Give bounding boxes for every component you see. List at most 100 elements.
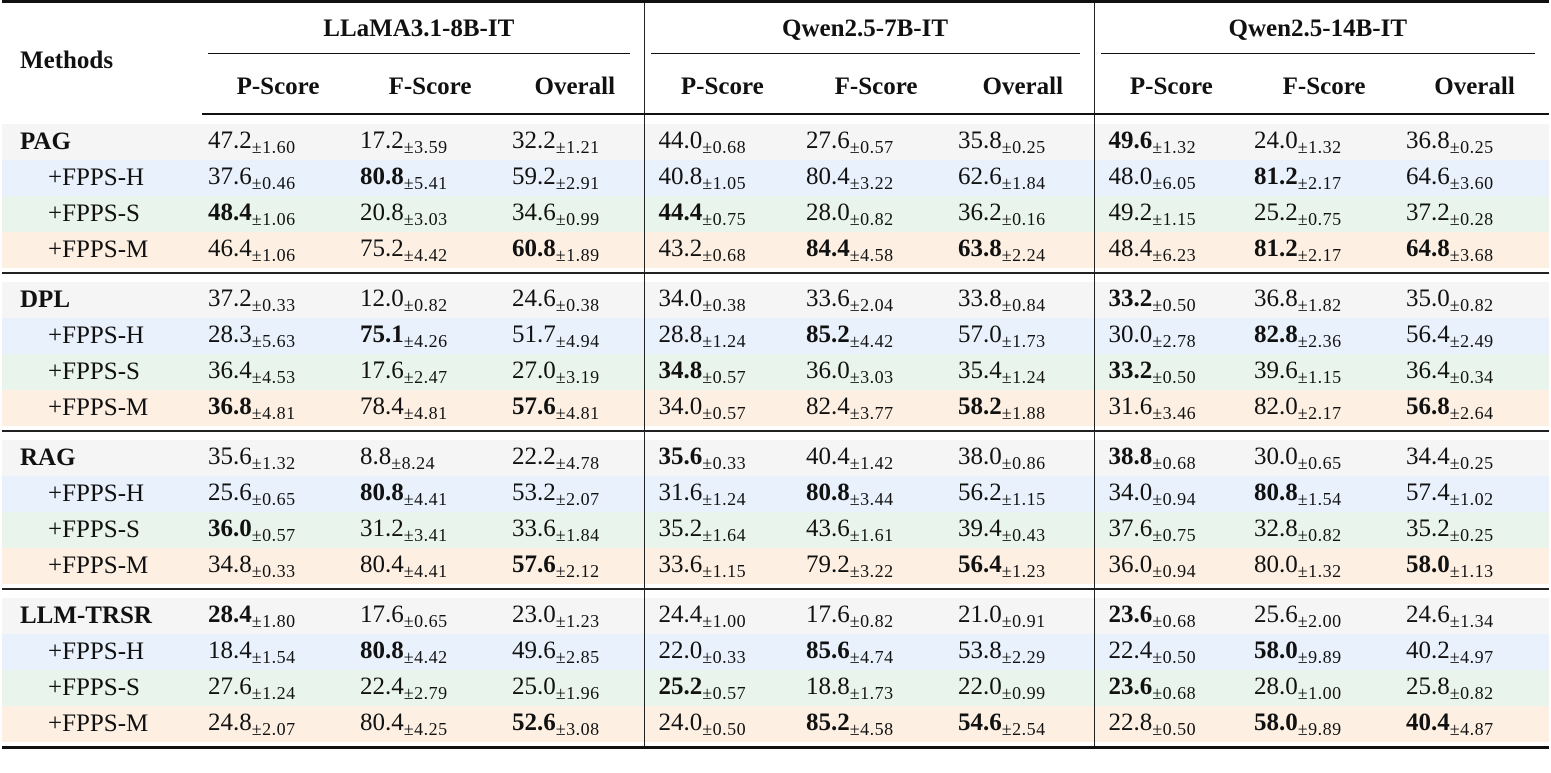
score-std: ±0.16	[1001, 208, 1046, 229]
score-cell: 23.6±0.68	[1094, 598, 1249, 634]
score-cell: 82.0±2.17	[1248, 390, 1401, 426]
method-name: +FPPS-M	[2, 390, 202, 426]
score-std: ±1.88	[1001, 402, 1046, 423]
score-std: ±0.68	[702, 244, 747, 265]
score-cell: 75.2±4.42	[354, 232, 506, 268]
score-value: 18.4	[208, 636, 252, 664]
score-value: 80.4	[360, 708, 404, 736]
group-spacer	[2, 114, 1550, 124]
score-std: ±0.57	[702, 402, 747, 423]
score-cell: 27.6±0.57	[800, 124, 953, 160]
score-std: ±2.49	[1449, 330, 1494, 351]
score-std: ±0.82	[1449, 294, 1494, 315]
spacer-cell	[2, 426, 202, 431]
score-cell: 28.4±1.80	[202, 598, 354, 634]
score-cell: 36.8±4.81	[202, 390, 354, 426]
spacer-cell	[354, 432, 506, 440]
spacer-cell	[1094, 114, 1249, 124]
score-value-best: 82.8	[1254, 320, 1298, 348]
spacer-cell	[1094, 274, 1249, 282]
score-value: 57.0	[958, 320, 1002, 348]
score-cell: 40.8±1.05	[644, 160, 801, 196]
metric-header-p-score: P-Score	[202, 61, 354, 115]
score-cell: 58.0±1.13	[1400, 548, 1550, 584]
score-value-best: 58.2	[958, 392, 1002, 420]
score-value-best: 57.6	[512, 392, 556, 420]
score-std: ±0.50	[702, 718, 747, 739]
score-value-best: 40.4	[1406, 708, 1450, 736]
score-std: ±1.82	[1297, 294, 1342, 315]
score-value: 27.0	[512, 356, 556, 384]
score-value: 22.4	[1108, 636, 1153, 664]
spacer-cell	[2, 432, 202, 440]
score-cell: 17.6±0.82	[800, 598, 953, 634]
spacer-cell	[800, 584, 953, 589]
score-std: ±2.47	[403, 366, 448, 387]
score-value: 43.6	[806, 514, 850, 542]
score-std: ±4.78	[555, 452, 600, 473]
score-cell: 22.0±0.33	[644, 634, 801, 670]
score-std: ±1.34	[1449, 610, 1494, 631]
score-std: ±4.87	[1449, 718, 1494, 739]
score-std: ±1.15	[1297, 366, 1342, 387]
score-cell: 58.0±9.89	[1248, 706, 1401, 742]
table-row-fpps-h: +FPPS-H 18.4±1.54 80.8±4.42 49.6±2.85 22.0±0…	[2, 634, 1550, 670]
spacer-cell	[354, 426, 506, 431]
score-value: 22.4	[360, 672, 404, 700]
score-value: 62.6	[958, 162, 1002, 190]
score-value-best: 36.0	[208, 514, 252, 542]
score-cell: 43.6±1.61	[800, 512, 953, 548]
score-cell: 80.8±4.42	[354, 634, 506, 670]
score-std: ±1.32	[1297, 136, 1342, 157]
score-std: ±0.65	[403, 610, 448, 631]
model-header-qwen7b: Qwen2.5-7B-IT	[644, 0, 1095, 61]
score-value-best: 80.8	[1254, 478, 1298, 506]
score-cell: 18.8±1.73	[800, 670, 953, 706]
score-cell: 12.0±0.82	[354, 282, 506, 318]
score-value-best: 56.8	[1406, 392, 1450, 420]
score-cell: 24.6±0.38	[506, 282, 645, 318]
score-std: ±2.29	[1001, 646, 1046, 667]
model-name: Qwen2.5-14B-IT	[1100, 15, 1536, 54]
score-cell: 80.8±4.41	[354, 476, 506, 512]
score-cell: 79.2±3.22	[800, 548, 953, 584]
score-cell: 30.0±0.65	[1248, 440, 1401, 476]
score-value-best: 75.1	[360, 320, 404, 348]
score-cell: 56.4±2.49	[1400, 318, 1550, 354]
spacer-cell	[800, 742, 953, 748]
score-value: 35.4	[958, 356, 1002, 384]
score-value-best: 35.6	[658, 442, 703, 470]
score-value: 32.8	[1254, 514, 1298, 542]
score-std: ±4.25	[403, 718, 448, 739]
score-std: ±0.82	[849, 208, 894, 229]
score-std: ±4.42	[849, 330, 894, 351]
score-cell: 48.0±6.05	[1094, 160, 1249, 196]
score-value: 30.0	[1108, 320, 1153, 348]
method-name: +FPPS-M	[2, 706, 202, 742]
model-header-llama: LLaMA3.1-8B-IT	[202, 0, 645, 61]
score-std: ±1.15	[1001, 488, 1046, 509]
score-std: ±4.41	[403, 560, 448, 581]
score-value: 25.6	[208, 478, 252, 506]
score-value: 24.6	[1406, 600, 1450, 628]
score-value: 78.4	[360, 392, 404, 420]
score-cell: 31.6±1.24	[644, 476, 801, 512]
score-value: 28.0	[806, 198, 850, 226]
spacer-cell	[354, 114, 506, 124]
score-value-best: 23.6	[1108, 600, 1153, 628]
spacer-cell	[2, 114, 202, 124]
score-value-best: 33.2	[1108, 284, 1153, 312]
score-value: 34.0	[1108, 478, 1153, 506]
score-cell: 80.0±1.32	[1248, 548, 1401, 584]
score-cell: 17.2±3.59	[354, 124, 506, 160]
score-std: ±5.41	[403, 172, 448, 193]
score-std: ±1.24	[702, 488, 747, 509]
group-spacer	[2, 426, 1550, 431]
score-cell: 80.4±4.41	[354, 548, 506, 584]
spacer-cell	[202, 426, 354, 431]
method-name: LLM-TRSR	[2, 598, 202, 634]
spacer-cell	[1248, 268, 1401, 273]
table-row-fpps-m: +FPPS-M 36.8±4.81 78.4±4.81 57.6±4.81 34.0±0…	[2, 390, 1550, 426]
score-std: ±1.06	[251, 244, 296, 265]
score-std: ±4.53	[251, 366, 296, 387]
